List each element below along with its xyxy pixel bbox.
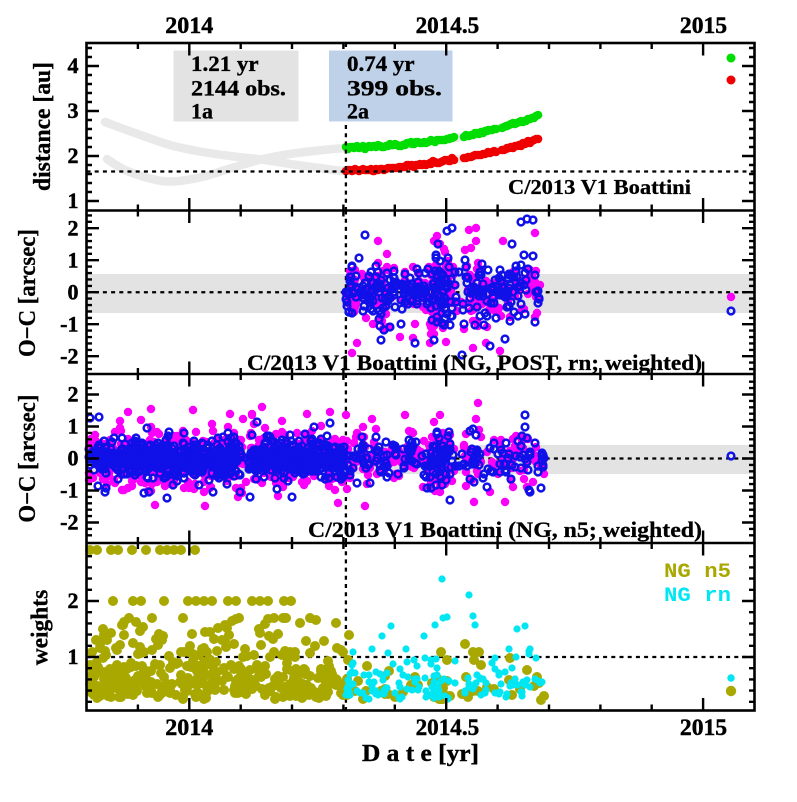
svg-text:C/2013 V1 Boattini: C/2013 V1 Boattini [508, 175, 691, 199]
svg-text:1: 1 [68, 247, 79, 272]
svg-text:1: 1 [68, 644, 79, 669]
svg-text:2: 2 [68, 215, 79, 240]
svg-text:1.21 yr: 1.21 yr [191, 51, 259, 76]
svg-text:2: 2 [68, 382, 79, 407]
svg-text:4: 4 [68, 53, 79, 78]
svg-text:NG rn: NG rn [664, 585, 731, 608]
svg-text:2: 2 [68, 588, 79, 613]
svg-text:weights: weights [28, 590, 54, 666]
svg-text:2014.5: 2014.5 [416, 13, 480, 38]
svg-text:NG n5: NG n5 [664, 561, 731, 584]
svg-text:2a: 2a [347, 99, 369, 124]
svg-text:-1: -1 [60, 478, 78, 503]
svg-text:1: 1 [68, 414, 79, 439]
svg-text:3: 3 [68, 98, 79, 123]
svg-text:D a t e [yr]: D a t e [yr] [362, 741, 479, 767]
svg-text:-1: -1 [60, 311, 78, 336]
svg-text:C/2013 V1 Boattini (NG, n5; we: C/2013 V1 Boattini (NG, n5; weighted) [308, 517, 702, 542]
svg-text:-2: -2 [60, 510, 78, 535]
svg-text:2014: 2014 [165, 715, 214, 740]
svg-text:2014: 2014 [165, 13, 214, 38]
svg-text:2014.5: 2014.5 [416, 715, 480, 740]
svg-text:0: 0 [68, 279, 79, 304]
svg-text:0.74 yr: 0.74 yr [347, 51, 415, 76]
svg-text:2144 obs.: 2144 obs. [191, 76, 286, 101]
svg-text:399 obs.: 399 obs. [347, 76, 442, 101]
svg-text:1: 1 [68, 188, 79, 213]
svg-text:2: 2 [68, 143, 79, 168]
svg-text:0: 0 [68, 446, 79, 471]
svg-text:-2: -2 [60, 343, 78, 368]
svg-text:2015: 2015 [680, 715, 727, 740]
svg-text:1a: 1a [191, 99, 213, 124]
svg-text:distance [au]: distance [au] [30, 62, 56, 191]
svg-text:2015: 2015 [680, 13, 727, 38]
svg-text:O−C [arcsec]: O−C [arcsec] [15, 395, 41, 523]
svg-text:C/2013 V1 Boattini (NG, POST,: C/2013 V1 Boattini (NG, POST, rn; weight… [247, 350, 702, 375]
svg-text:O−C [arcsec]: O−C [arcsec] [15, 229, 41, 357]
